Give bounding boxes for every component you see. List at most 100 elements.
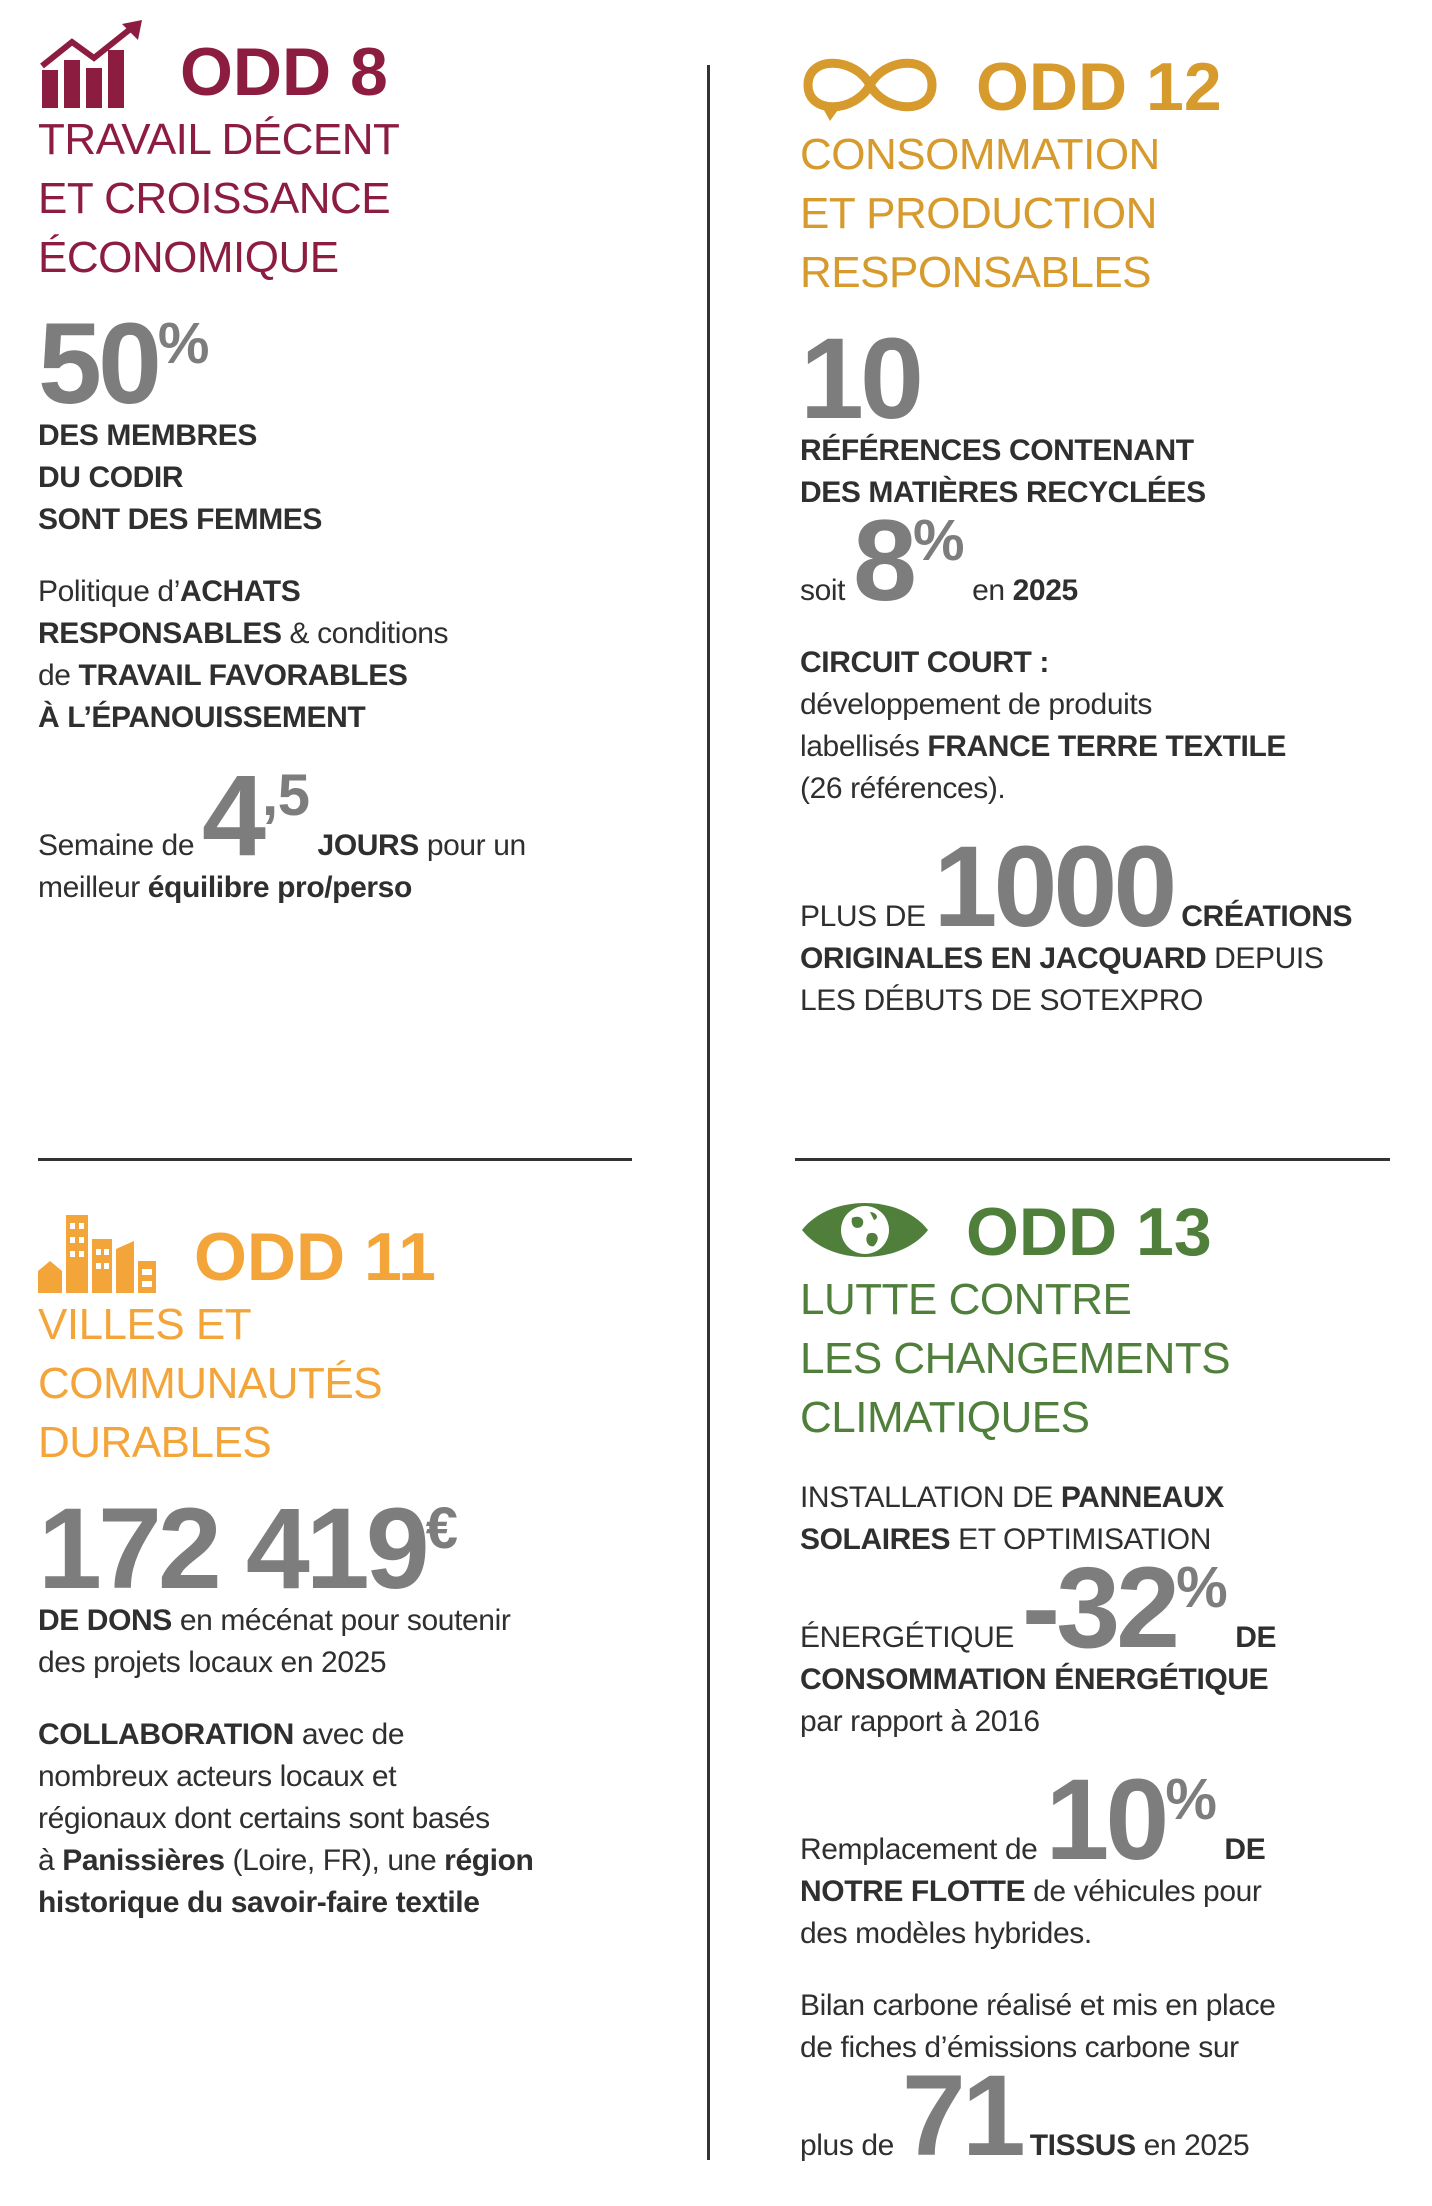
text-line: SOLAIRES ET OPTIMISATION xyxy=(800,1519,1400,1561)
text-number: -32 xyxy=(1021,1544,1180,1672)
text-regular: régionaux dont certains sont basés xyxy=(38,1802,490,1835)
text-bold: COLLABORATION xyxy=(38,1718,294,1751)
text-regular: labellisés xyxy=(800,730,928,763)
city-icon xyxy=(38,1215,156,1293)
text-bold: TISSUS xyxy=(1021,2129,1136,2162)
text-line: 10 xyxy=(800,322,1400,437)
odd-content: 50% DES MEMBRES DU CODIR SONT DES FEMMES Pol… xyxy=(38,307,638,909)
text-bold: DE xyxy=(1216,1833,1266,1866)
text-number: 71 xyxy=(901,2052,1026,2180)
text-block: Remplacement de 10% DE NOTRE FLOTTE de vé… xyxy=(800,1763,1400,1955)
text-line: soit 8% en 2025 xyxy=(800,504,1400,619)
section-header: ODD 12 xyxy=(800,25,1400,125)
text-number: 8 xyxy=(853,497,917,625)
text-regular: développement de produits xyxy=(800,688,1152,721)
text-regular: de xyxy=(38,659,79,692)
text-line: ORIGINALES EN JACQUARD DEPUIS xyxy=(800,938,1400,980)
text-regular: meilleur xyxy=(38,871,148,904)
text-bold: historique du savoir-faire textile xyxy=(38,1886,480,1919)
text-number: 50 xyxy=(38,300,162,428)
text-line: CIRCUIT COURT : xyxy=(800,642,1400,684)
text-regular: ÉNERGÉTIQUE xyxy=(800,1621,1022,1654)
text-line: développement de produits xyxy=(800,684,1400,726)
text-line: par rapport à 2016 xyxy=(800,1701,1400,1743)
title-line: ET CROISSANCE xyxy=(38,174,391,223)
odd-label: ODD 11 xyxy=(194,1219,436,1295)
text-line: labellisés FRANCE TERRE TEXTILE xyxy=(800,726,1400,768)
text-exponent: % xyxy=(913,508,965,573)
text-regular: ET OPTIMISATION xyxy=(950,1523,1212,1556)
text-regular: de véhicules pour xyxy=(1025,1875,1262,1908)
odd-section: ODD 13 LUTTE CONTRE LES CHANGEMENTS CLIMAT… xyxy=(800,1170,1400,2174)
text-regular: des modèles hybrides. xyxy=(800,1917,1092,1950)
text-line: À L’ÉPANOUISSEMENT xyxy=(38,697,638,739)
text-line: à Panissières (Loire, FR), une région xyxy=(38,1840,638,1882)
title-line: DURABLES xyxy=(38,1418,272,1467)
text-bold: 2025 xyxy=(1012,574,1079,607)
odd-title: CONSOMMATION ET PRODUCTION RESPONSABLES xyxy=(800,125,1400,302)
text-regular: DEPUIS xyxy=(1206,942,1324,975)
text-bold: région xyxy=(444,1844,534,1877)
text-number: 1000 xyxy=(933,823,1178,951)
text-line: historique du savoir-faire textile xyxy=(38,1882,638,1924)
text-regular: (26 références). xyxy=(800,772,1006,805)
text-line: PLUS DE 1000 CRÉATIONS xyxy=(800,830,1400,945)
text-regular: nombreux acteurs locaux et xyxy=(38,1760,397,1793)
title-line: VILLES ET xyxy=(38,1300,252,1349)
text-line: meilleur équilibre pro/perso xyxy=(38,867,638,909)
text-regular: des projets locaux en 2025 xyxy=(38,1646,387,1679)
text-line: DU CODIR xyxy=(38,457,638,499)
text-exponent: % xyxy=(157,311,210,376)
text-block: COLLABORATION avec de nombreux acteurs lo… xyxy=(38,1714,638,1924)
text-bold: TRAVAIL FAVORABLES xyxy=(78,659,408,692)
odd-label: ODD 8 xyxy=(180,34,388,110)
odd-title: TRAVAIL DÉCENT ET CROISSANCE ÉCONOMIQUE xyxy=(38,110,638,287)
text-line: COLLABORATION avec de xyxy=(38,1714,638,1756)
text-bold: RESPONSABLES xyxy=(38,617,282,650)
title-line: CLIMATIQUES xyxy=(800,1393,1090,1442)
text-number: 10 xyxy=(1045,1756,1169,1884)
text-regular: Remplacement de xyxy=(800,1833,1046,1866)
text-bold: JOURS xyxy=(309,829,420,862)
text-line: régionaux dont certains sont basés xyxy=(38,1798,638,1840)
text-regular: Politique d’ xyxy=(38,575,180,608)
text-regular: par rapport à 2016 xyxy=(800,1705,1040,1738)
text-line: 50% xyxy=(38,307,638,422)
text-bold: DU CODIR xyxy=(38,461,184,494)
text-line: RÉFÉRENCES CONTENANT xyxy=(800,430,1400,472)
text-regular: Semaine de xyxy=(38,829,203,862)
text-line: (26 références). xyxy=(800,768,1400,810)
text-bold: CONSOMMATION ÉNERGÉTIQUE xyxy=(800,1663,1269,1696)
column-divider xyxy=(707,65,710,2160)
text-regular: en xyxy=(964,574,1013,607)
text-regular: de fiches d’émissions carbone sur xyxy=(800,2031,1239,2064)
text-bold: CRÉATIONS xyxy=(1173,900,1353,933)
text-bold: ACHATS xyxy=(179,575,301,608)
text-bold: SONT DES FEMMES xyxy=(38,503,323,536)
text-bold: équilibre pro/perso xyxy=(147,871,413,904)
section-rule xyxy=(795,1158,1390,1161)
text-bold: RÉFÉRENCES CONTENANT xyxy=(800,434,1194,467)
text-block: Bilan carbone réalisé et mis en place de … xyxy=(800,1985,1400,2174)
text-bold: DES MEMBRES xyxy=(38,419,257,452)
text-regular: plus de xyxy=(800,2129,902,2162)
text-exponent: % xyxy=(1165,1767,1217,1832)
text-number: 4 xyxy=(202,752,266,880)
text-regular: PLUS DE xyxy=(800,900,934,933)
text-regular: avec de xyxy=(293,1718,405,1751)
title-line: COMMUNAUTÉS xyxy=(38,1359,383,1408)
text-line: 172 419€ xyxy=(38,1492,638,1607)
text-line: ÉNERGÉTIQUE -32% DE xyxy=(800,1551,1400,1666)
text-bold: DES MATIÈRES RECYCLÉES xyxy=(800,476,1206,509)
section-header: ODD 8 xyxy=(38,10,638,110)
odd-title: LUTTE CONTRE LES CHANGEMENTS CLIMATIQUES xyxy=(800,1270,1400,1447)
text-bold: À L’ÉPANOUISSEMENT xyxy=(38,701,366,734)
text-line: DE DONS en mécénat pour soutenir xyxy=(38,1600,638,1642)
text-exponent: % xyxy=(1176,1555,1228,1620)
text-block: INSTALLATION DE PANNEAUX SOLAIRES ET OPTI… xyxy=(800,1477,1400,1743)
title-line: RESPONSABLES xyxy=(800,248,1152,297)
text-number: 172 419 xyxy=(38,1485,430,1613)
title-line: TRAVAIL DÉCENT xyxy=(38,115,400,164)
text-bold: CIRCUIT COURT : xyxy=(800,646,1049,679)
